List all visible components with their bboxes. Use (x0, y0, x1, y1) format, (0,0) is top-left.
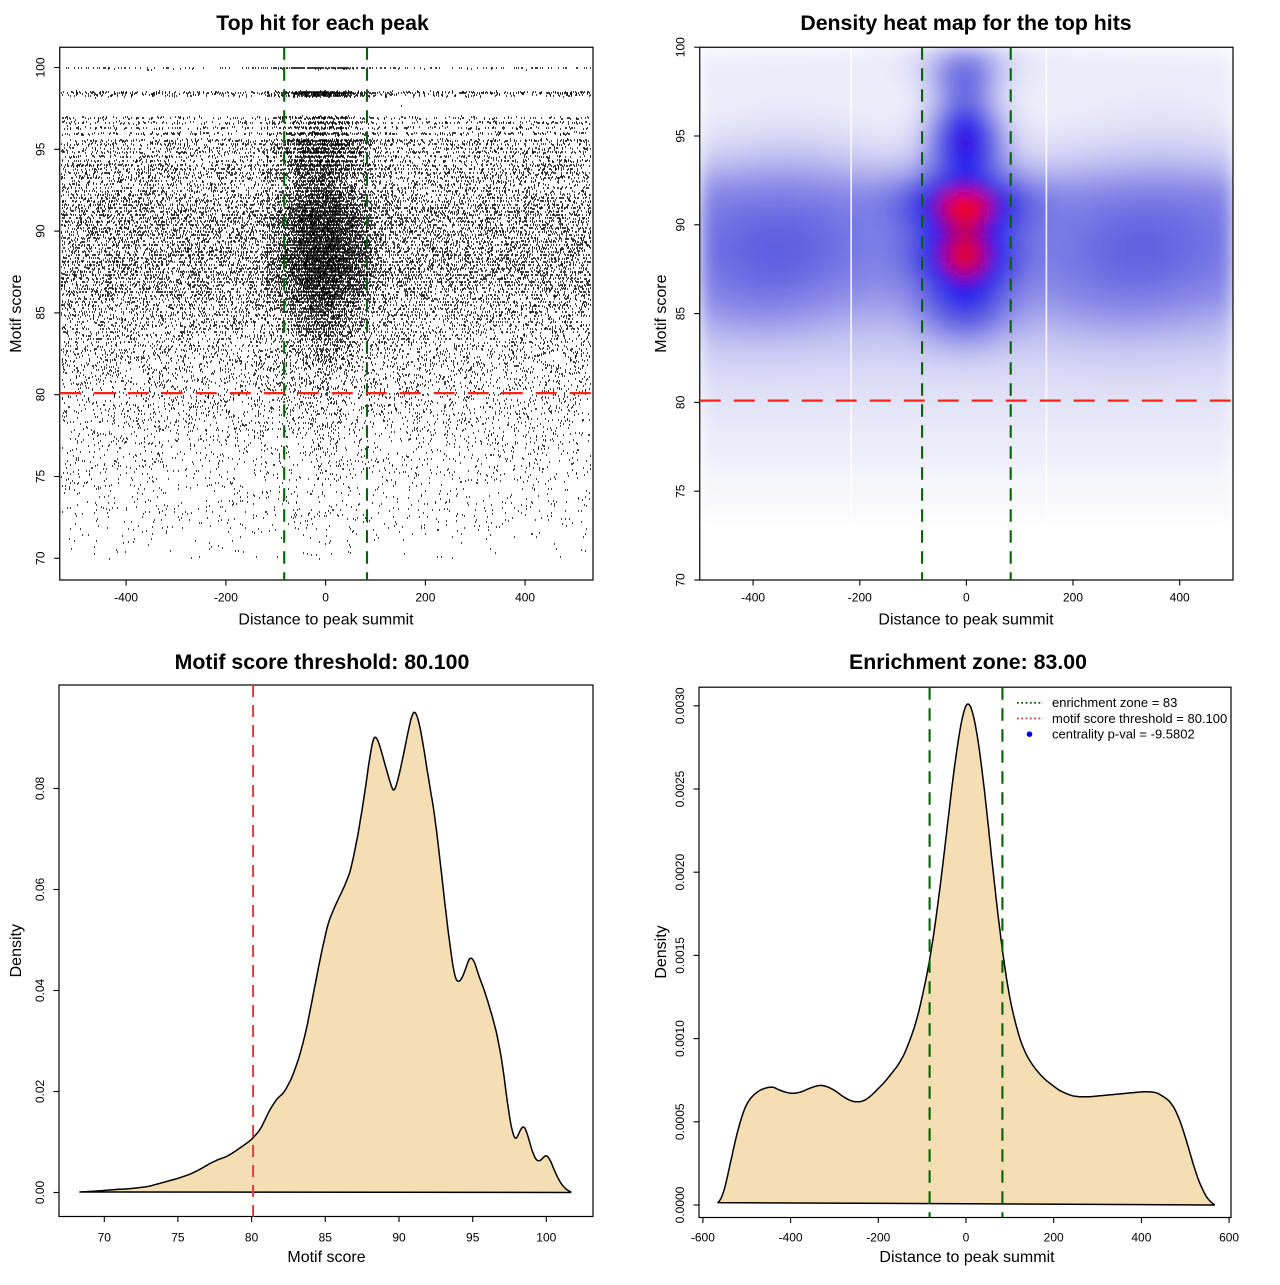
svg-text:Top hit for each peak: Top hit for each peak (216, 11, 429, 35)
svg-text:0: 0 (963, 591, 970, 605)
svg-text:400: 400 (1131, 1231, 1151, 1245)
svg-text:motif score threshold = 80.100: motif score threshold = 80.100 (1052, 711, 1227, 726)
svg-text:0.0020: 0.0020 (673, 854, 687, 891)
svg-text:0.0005: 0.0005 (673, 1103, 687, 1140)
svg-text:0.0030: 0.0030 (673, 687, 687, 724)
svg-text:75: 75 (171, 1231, 185, 1245)
svg-text:75: 75 (674, 484, 688, 498)
svg-text:0.00: 0.00 (33, 1180, 47, 1204)
svg-text:95: 95 (34, 142, 48, 156)
svg-text:-400: -400 (741, 591, 765, 605)
svg-text:70: 70 (34, 551, 48, 565)
svg-text:0.02: 0.02 (33, 1079, 47, 1103)
svg-text:enrichment zone = 83: enrichment zone = 83 (1052, 695, 1177, 710)
svg-text:80: 80 (245, 1231, 259, 1245)
svg-text:centrality p-val = -9.5802: centrality p-val = -9.5802 (1052, 726, 1195, 741)
svg-text:-200: -200 (866, 1231, 890, 1245)
svg-text:-400: -400 (779, 1231, 803, 1245)
svg-text:-600: -600 (691, 1231, 715, 1245)
svg-text:Density: Density (8, 924, 25, 977)
svg-text:85: 85 (319, 1231, 333, 1245)
svg-text:0.0015: 0.0015 (673, 937, 687, 974)
svg-text:Density: Density (653, 925, 670, 978)
svg-text:0.0000: 0.0000 (673, 1186, 687, 1223)
svg-text:85: 85 (674, 307, 688, 321)
svg-text:0.06: 0.06 (33, 877, 47, 901)
svg-text:0.08: 0.08 (33, 776, 47, 800)
svg-text:200: 200 (1063, 591, 1083, 605)
svg-text:0.0025: 0.0025 (673, 770, 687, 807)
svg-text:70: 70 (674, 573, 688, 587)
svg-text:Distance to peak summit: Distance to peak summit (238, 612, 414, 629)
svg-text:90: 90 (392, 1231, 406, 1245)
svg-text:200: 200 (415, 591, 435, 605)
svg-text:80: 80 (34, 388, 48, 402)
svg-text:-200: -200 (848, 591, 872, 605)
svg-text:85: 85 (34, 306, 48, 320)
svg-text:95: 95 (674, 129, 688, 143)
svg-text:Enrichment zone: 83.00: Enrichment zone: 83.00 (849, 650, 1087, 674)
svg-text:Motif score: Motif score (287, 1249, 365, 1266)
svg-text:70: 70 (98, 1231, 112, 1245)
svg-text:0: 0 (322, 591, 329, 605)
svg-text:Distance to peak summit: Distance to peak summit (879, 1249, 1055, 1266)
svg-text:90: 90 (674, 218, 688, 232)
svg-text:75: 75 (34, 470, 48, 484)
svg-text:Motif score: Motif score (653, 274, 670, 352)
svg-text:600: 600 (1219, 1231, 1239, 1245)
svg-text:Motif score: Motif score (8, 274, 25, 352)
svg-text:80: 80 (674, 395, 688, 409)
svg-text:100: 100 (34, 57, 48, 77)
svg-text:100: 100 (536, 1231, 556, 1245)
svg-text:90: 90 (34, 224, 48, 238)
svg-text:Density heat map for the top h: Density heat map for the top hits (800, 11, 1131, 35)
svg-text:400: 400 (515, 591, 535, 605)
svg-text:0.04: 0.04 (33, 978, 47, 1002)
svg-text:Motif score threshold: 80.100: Motif score threshold: 80.100 (175, 650, 470, 674)
svg-text:100: 100 (674, 37, 688, 57)
svg-text:0: 0 (963, 1231, 970, 1245)
svg-text:Distance to peak summit: Distance to peak summit (878, 612, 1054, 629)
svg-text:95: 95 (466, 1231, 480, 1245)
svg-text:200: 200 (1044, 1231, 1064, 1245)
svg-text:400: 400 (1170, 591, 1190, 605)
svg-text:-200: -200 (214, 591, 238, 605)
svg-text:-400: -400 (114, 591, 138, 605)
svg-text:0.0010: 0.0010 (673, 1020, 687, 1057)
